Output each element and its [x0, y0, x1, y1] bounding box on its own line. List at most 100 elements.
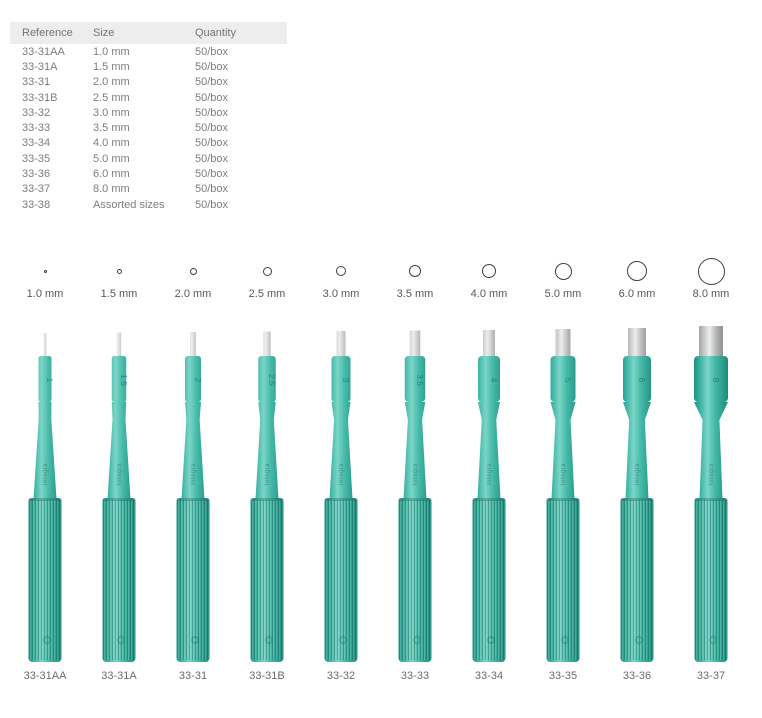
size-column: 1.5 mm 1.5 Integra 33-31A: [82, 254, 156, 682]
size-circle: [554, 262, 572, 280]
svg-text:6: 6: [637, 378, 647, 383]
size-column: 3.0 mm 3 Integra 33-32: [304, 254, 378, 682]
size-label: 2.0 mm: [174, 288, 212, 300]
svg-text:Integra: Integra: [191, 463, 197, 485]
table-row: 33-38 Assorted sizes 50/box: [10, 197, 287, 212]
size-column: 3.5 mm 3.5 Integra 33-33: [378, 254, 452, 682]
cell-reference: 33-32: [22, 106, 51, 119]
size-column: 4.0 mm 4 Integra 33-34: [452, 254, 526, 682]
cell-size: 3.5 mm: [93, 122, 130, 135]
punch-ref-label: 33-31B: [249, 670, 285, 682]
cell-quantity: 50/box: [195, 137, 229, 150]
table-row: 33-31A 1.5 mm 50/box: [10, 59, 287, 74]
size-column: 8.0 mm 8 Integra 33-37: [674, 254, 748, 682]
cell-reference: 33-36: [22, 168, 51, 181]
punch-illustration: 8 Integra: [674, 324, 748, 664]
svg-text:2.5: 2.5: [267, 374, 277, 386]
size-circle: [697, 257, 725, 285]
size-column: 1.0 mm 1 Integra 33-31AA: [8, 254, 82, 682]
punch-ref-label: 33-37: [696, 670, 726, 682]
cell-size: 5.0 mm: [93, 152, 130, 165]
cell-reference: 33-35: [22, 152, 51, 165]
table-row: 33-37 8.0 mm 50/box: [10, 182, 287, 197]
cell-size: 1.0 mm: [93, 45, 130, 58]
cell-quantity: 50/box: [195, 152, 229, 165]
table-row: 33-35 5.0 mm 50/box: [10, 151, 287, 166]
cell-quantity: 50/box: [195, 106, 229, 119]
table-row: 33-31 2.0 mm 50/box: [10, 75, 287, 90]
svg-text:Integra: Integra: [487, 463, 493, 485]
svg-text:Integra: Integra: [43, 463, 49, 485]
cell-reference: 33-31B: [22, 91, 58, 104]
header-size: Size: [93, 27, 115, 39]
cell-reference: 33-31AA: [22, 45, 65, 58]
punch-illustration: 4 Integra: [452, 324, 526, 664]
cell-reference: 33-38: [22, 198, 51, 211]
punch-illustration: 1.5 Integra: [82, 324, 156, 664]
svg-text:Integra: Integra: [635, 463, 641, 485]
cell-quantity: 50/box: [195, 60, 229, 73]
spec-table-header: Reference Size Quantity: [10, 22, 287, 44]
punch-ref-label: 33-34: [474, 670, 504, 682]
size-column: 6.0 mm 6 Integra 33-36: [600, 254, 674, 682]
size-label: 3.0 mm: [322, 288, 360, 300]
punch-illustration: 6 Integra: [600, 324, 674, 664]
svg-text:4: 4: [489, 378, 499, 383]
cell-size: Assorted sizes: [93, 198, 165, 211]
sizes-grid: 1.0 mm 1 Integra 33-31AA 1.5 mm 1.5 Integr…: [8, 254, 748, 682]
cell-quantity: 50/box: [195, 91, 229, 104]
table-row: 33-36 6.0 mm 50/box: [10, 166, 287, 181]
size-circle: [627, 261, 647, 281]
punch-ref-label: 33-31: [178, 670, 208, 682]
punch-ref-label: 33-32: [326, 670, 356, 682]
cell-size: 4.0 mm: [93, 137, 130, 150]
punch-ref-label: 33-31AA: [23, 670, 67, 682]
size-circle: [482, 264, 496, 278]
svg-text:Integra: Integra: [117, 463, 123, 485]
svg-text:Integra: Integra: [709, 463, 715, 485]
size-circle: [43, 269, 47, 273]
table-row: 33-31B 2.5 mm 50/box: [10, 90, 287, 105]
punch-illustration: 2.5 Integra: [230, 324, 304, 664]
size-circle: [409, 265, 421, 277]
size-label: 3.5 mm: [396, 288, 434, 300]
cell-quantity: 50/box: [195, 183, 229, 196]
cell-size: 2.5 mm: [93, 91, 130, 104]
punch-ref-label: 33-35: [548, 670, 578, 682]
punch-illustration: 2 Integra: [156, 324, 230, 664]
svg-text:Integra: Integra: [339, 463, 345, 485]
punch-ref-label: 33-33: [400, 670, 430, 682]
punch-illustration: 5 Integra: [526, 324, 600, 664]
size-circle-box: [409, 254, 421, 288]
cell-size: 2.0 mm: [93, 76, 130, 89]
cell-quantity: 50/box: [195, 198, 229, 211]
svg-text:3.5: 3.5: [415, 374, 425, 386]
cell-reference: 33-34: [22, 137, 51, 150]
cell-quantity: 50/box: [195, 168, 229, 181]
header-reference: Reference: [22, 27, 73, 39]
size-circle-box: [697, 254, 725, 288]
header-quantity: Quantity: [195, 27, 236, 39]
svg-text:2: 2: [193, 378, 203, 383]
size-circle-box: [189, 254, 197, 288]
cell-size: 1.5 mm: [93, 60, 130, 73]
size-circle-box: [116, 254, 122, 288]
svg-text:8: 8: [711, 378, 721, 383]
table-row: 33-33 3.5 mm 50/box: [10, 120, 287, 135]
size-circle-box: [262, 254, 272, 288]
punch-illustration: 3.5 Integra: [378, 324, 452, 664]
size-label: 1.5 mm: [100, 288, 138, 300]
punch-ref-label: 33-36: [622, 670, 652, 682]
size-circle-box: [482, 254, 496, 288]
table-row: 33-32 3.0 mm 50/box: [10, 105, 287, 120]
size-label: 6.0 mm: [618, 288, 656, 300]
table-row: 33-34 4.0 mm 50/box: [10, 136, 287, 151]
size-column: 2.0 mm 2 Integra 33-31: [156, 254, 230, 682]
size-label: 5.0 mm: [544, 288, 582, 300]
size-label: 1.0 mm: [26, 288, 64, 300]
svg-text:Integra: Integra: [413, 463, 419, 485]
punch-ref-label: 33-31A: [101, 670, 137, 682]
size-circle-box: [554, 254, 572, 288]
cell-size: 8.0 mm: [93, 183, 130, 196]
size-column: 5.0 mm 5 Integra 33-35: [526, 254, 600, 682]
